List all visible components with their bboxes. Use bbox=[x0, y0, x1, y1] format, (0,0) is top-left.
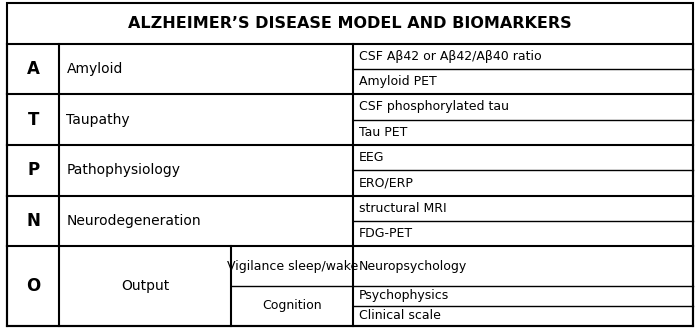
Text: structural MRI: structural MRI bbox=[359, 202, 447, 215]
Text: ALZHEIMER’S DISEASE MODEL AND BIOMARKERS: ALZHEIMER’S DISEASE MODEL AND BIOMARKERS bbox=[128, 16, 572, 31]
Text: Clinical scale: Clinical scale bbox=[359, 309, 441, 322]
Text: Cognition: Cognition bbox=[262, 299, 322, 312]
Text: P: P bbox=[27, 161, 39, 179]
Text: Neurodegeneration: Neurodegeneration bbox=[66, 214, 201, 228]
Text: Tau PET: Tau PET bbox=[359, 126, 407, 139]
Text: ERO/ERP: ERO/ERP bbox=[359, 176, 414, 190]
Text: FDG-PET: FDG-PET bbox=[359, 227, 413, 240]
Text: Pathophysiology: Pathophysiology bbox=[66, 163, 181, 177]
Text: Vigilance sleep/wake: Vigilance sleep/wake bbox=[227, 260, 358, 273]
Text: CSF phosphorylated tau: CSF phosphorylated tau bbox=[359, 100, 509, 114]
Text: N: N bbox=[27, 212, 40, 230]
Text: Neuropsychology: Neuropsychology bbox=[359, 260, 468, 273]
Text: O: O bbox=[26, 277, 41, 295]
Text: Psychophysics: Psychophysics bbox=[359, 290, 449, 302]
Text: T: T bbox=[27, 111, 39, 129]
Text: Output: Output bbox=[121, 279, 169, 293]
Text: EEG: EEG bbox=[359, 151, 384, 164]
Text: CSF Aβ42 or Aβ42/Aβ40 ratio: CSF Aβ42 or Aβ42/Aβ40 ratio bbox=[359, 50, 542, 63]
Text: Taupathy: Taupathy bbox=[66, 113, 130, 127]
Text: Amyloid PET: Amyloid PET bbox=[359, 75, 437, 88]
Text: Amyloid: Amyloid bbox=[66, 62, 123, 76]
Text: A: A bbox=[27, 60, 40, 78]
